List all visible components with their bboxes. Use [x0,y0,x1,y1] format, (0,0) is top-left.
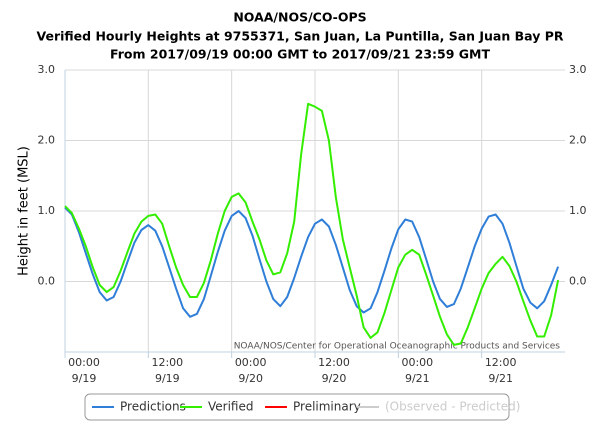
series-line [64,102,560,346]
x-tick-label: 9/19 [155,372,180,385]
y2-tick-label: 2.0 [569,134,587,147]
y-tick-label: 1.0 [38,204,56,217]
x-tick-label: 12:00 [485,356,517,369]
legend-label: Predictions [120,400,186,414]
x-tick-label: 9/20 [238,372,263,385]
x-tick-label: 12:00 [151,356,183,369]
x-tick-label: 00:00 [235,356,267,369]
x-tick-label: 12:00 [318,356,350,369]
credit: NOAA/NOS/Center for Operational Oceanogr… [234,342,561,352]
y-tick-label: 2.0 [38,134,56,147]
y2-tick-label: 3.0 [569,63,587,76]
y-tick-label: 3.0 [38,63,56,76]
legend-label: Preliminary [293,400,361,414]
chart-subtitle: From 2017/09/19 00:00 GMT to 2017/09/21 … [110,47,490,62]
legend-box [84,393,510,421]
x-tick-label: 00:00 [401,356,433,369]
x-tick-label: 9/20 [322,372,347,385]
y-tick-label: 0.0 [38,275,56,288]
y2-tick-label: 1.0 [569,204,587,217]
x-tick-label: 9/21 [488,372,513,385]
chart-title: NOAA/NOS/CO-OPS [233,10,366,25]
x-tick-label: 9/19 [72,372,97,385]
legend-label: (Observed - Predicted) [385,400,520,414]
series-line [64,206,560,318]
chart-subtitle: Verified Hourly Heights at 9755371, San … [37,29,564,44]
x-tick-label: 9/21 [405,372,430,385]
y-axis-label: Height in feet (MSL) [17,146,32,276]
legend-label: Verified [208,400,254,414]
y2-tick-label: 0.0 [569,275,587,288]
x-tick-label: 00:00 [68,356,100,369]
